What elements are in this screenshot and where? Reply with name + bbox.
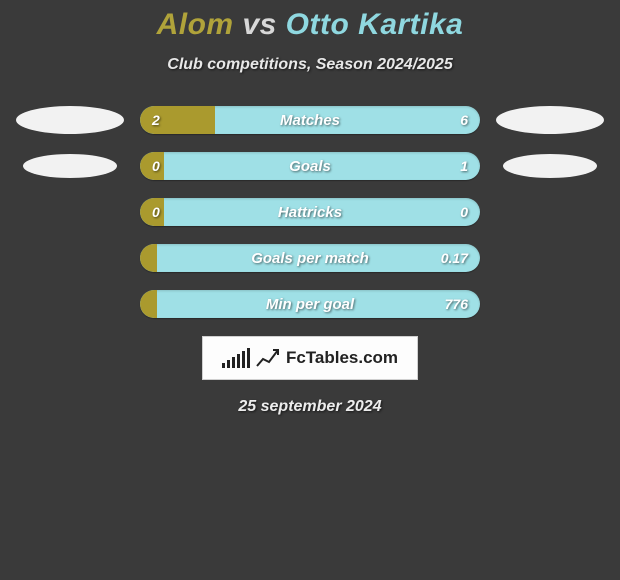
player2-name: Otto Kartika — [286, 8, 464, 41]
stat-row: 0Hattricks0 — [0, 198, 620, 226]
stat-bar: Min per goal776 — [140, 290, 480, 318]
stat-bar-left-fill — [140, 290, 157, 318]
stat-right-value: 1 — [460, 152, 468, 180]
logo-line-icon — [256, 348, 280, 368]
stat-bar-left-fill — [140, 244, 157, 272]
fctables-logo: FcTables.com — [202, 336, 418, 380]
logo-bars-icon — [222, 348, 250, 368]
right-badge-slot — [480, 106, 620, 134]
subtitle: Club competitions, Season 2024/2025 — [0, 56, 620, 74]
stat-left-value: 0 — [152, 152, 160, 180]
stat-right-value: 0.17 — [441, 244, 468, 272]
vs-text: vs — [242, 8, 276, 41]
stat-bar: 2Matches6 — [140, 106, 480, 134]
stat-label: Goals per match — [140, 244, 480, 272]
player1-badge — [16, 106, 124, 134]
stat-bar: 0Hattricks0 — [140, 198, 480, 226]
stat-row: Goals per match0.17 — [0, 244, 620, 272]
player1-badge — [23, 154, 117, 178]
player2-badge — [496, 106, 604, 134]
stats-list: 2Matches60Goals10Hattricks0Goals per mat… — [0, 106, 620, 318]
logo-text: FcTables.com — [286, 348, 398, 368]
stat-right-value: 776 — [445, 290, 468, 318]
stat-bar: 0Goals1 — [140, 152, 480, 180]
stat-right-value: 6 — [460, 106, 468, 134]
stat-row: Min per goal776 — [0, 290, 620, 318]
stat-row: 0Goals1 — [0, 152, 620, 180]
player2-badge — [503, 154, 597, 178]
right-badge-slot — [480, 154, 620, 178]
stat-label: Goals — [140, 152, 480, 180]
stat-row: 2Matches6 — [0, 106, 620, 134]
left-badge-slot — [0, 154, 140, 178]
stat-label: Hattricks — [140, 198, 480, 226]
player1-name: Alom — [157, 8, 234, 41]
stat-right-value: 0 — [460, 198, 468, 226]
left-badge-slot — [0, 106, 140, 134]
stat-label: Min per goal — [140, 290, 480, 318]
stat-bar: Goals per match0.17 — [140, 244, 480, 272]
page-title: Alom vs Otto Kartika — [0, 8, 620, 42]
stats-card: Alom vs Otto Kartika Club competitions, … — [0, 0, 620, 416]
stat-left-value: 2 — [152, 106, 160, 134]
stat-left-value: 0 — [152, 198, 160, 226]
date-text: 25 september 2024 — [0, 398, 620, 416]
